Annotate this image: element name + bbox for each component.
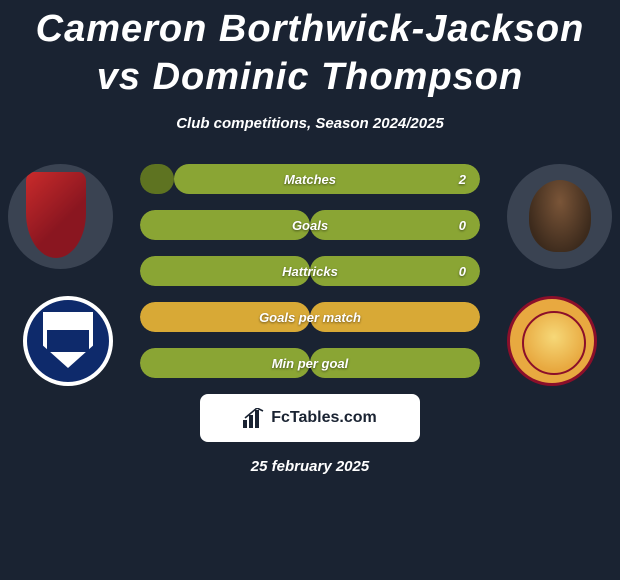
comparison-panel: Matches 2 Goals 0 Hattricks 0 Goals per …: [0, 164, 620, 475]
date-label: 25 february 2025: [20, 458, 600, 475]
bar-label: Matches: [284, 172, 336, 187]
stat-bar: Min per goal: [140, 348, 480, 378]
club-left-badge: [23, 296, 113, 386]
chart-icon: [243, 408, 265, 428]
bar-value-right: 0: [459, 264, 466, 279]
bar-value-right: 2: [459, 172, 466, 187]
bar-fill-left: [140, 164, 174, 194]
watermark-text: FcTables.com: [271, 409, 377, 427]
stat-bar: Goals per match: [140, 302, 480, 332]
club-right-badge: [507, 296, 597, 386]
subtitle: Club competitions, Season 2024/2025: [0, 115, 620, 132]
bar-label: Goals per match: [259, 310, 361, 325]
stat-bar: Matches 2: [140, 164, 480, 194]
stat-bars: Matches 2 Goals 0 Hattricks 0 Goals per …: [140, 164, 480, 378]
player-left-avatar: [8, 164, 113, 269]
bar-fill-right: [310, 210, 480, 240]
bar-label: Min per goal: [272, 356, 349, 371]
page-title: Cameron Borthwick-Jackson vs Dominic Tho…: [0, 0, 620, 101]
stat-bar: Goals 0: [140, 210, 480, 240]
bar-label: Hattricks: [282, 264, 338, 279]
bar-value-right: 0: [459, 218, 466, 233]
bar-fill-left: [140, 210, 310, 240]
watermark: FcTables.com: [200, 394, 420, 442]
player-right-avatar: [507, 164, 612, 269]
bar-label: Goals: [292, 218, 328, 233]
stat-bar: Hattricks 0: [140, 256, 480, 286]
